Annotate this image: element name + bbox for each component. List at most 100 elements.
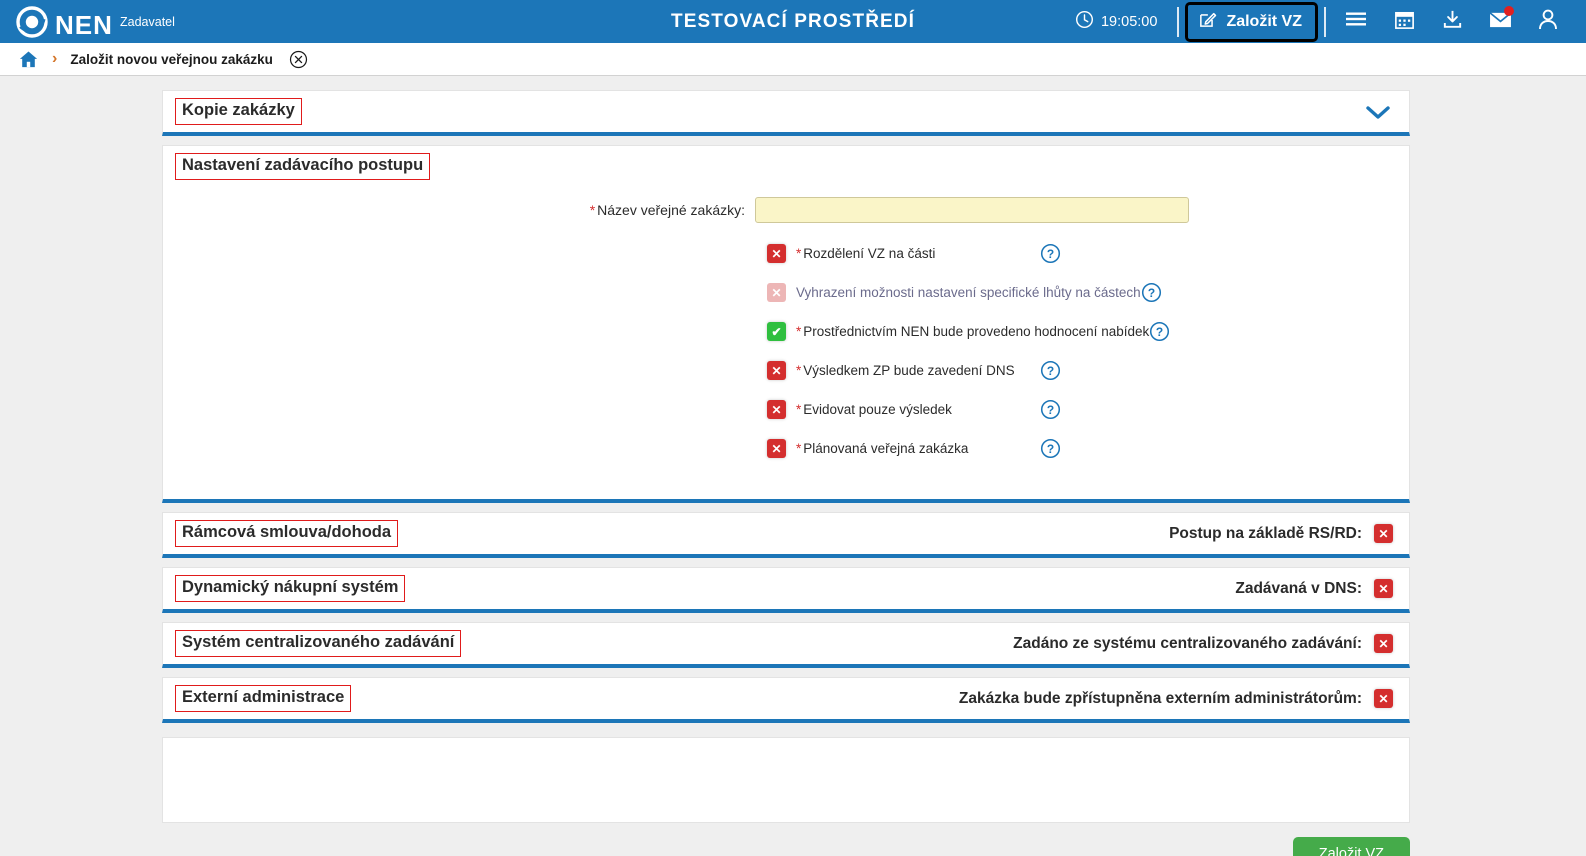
header-divider-right — [1324, 6, 1326, 37]
pencil-square-icon — [1198, 10, 1217, 34]
checkbox-label-planovana-zakazka: * Plánovaná veřejná zakázka — [796, 441, 969, 456]
section-externi-administrace: Externí administrace Zakázka bude zpříst… — [162, 677, 1410, 723]
section-title-dns: Dynamický nákupní systém — [175, 575, 406, 602]
breadcrumb-current-page: Založit novou veřejnou zakázku — [70, 51, 273, 67]
section-header-dns[interactable]: Dynamický nákupní systém Zadávaná v DNS:… — [163, 568, 1409, 609]
calendar-icon — [1393, 8, 1416, 36]
section-centralizovane-zadavani: Systém centralizovaného zadávání Zadáno … — [162, 622, 1410, 668]
checkbox-row-vyhrazeni-lhuty: ✕ Vyhrazení možnosti nastavení specifick… — [163, 282, 1409, 303]
page-body: Kopie zakázky Nastavení zadávacího postu… — [0, 76, 1586, 856]
clock-icon — [1075, 10, 1094, 33]
section-ramcova-smlouva: Rámcová smlouva/dohoda Postup na základě… — [162, 512, 1410, 558]
section-header-nastaveni[interactable]: Nastavení zadávacího postupu — [163, 146, 1409, 187]
help-circle-icon[interactable]: ? — [1040, 399, 1061, 420]
required-marker: * — [589, 202, 596, 218]
section-body-nastaveni: * Název veřejné zakázky: ✕ * Rozdělení VZ … — [163, 187, 1409, 499]
brand-name: NEN — [55, 9, 113, 40]
section-title-kopie-zakazky: Kopie zakázky — [175, 98, 302, 125]
user-account-icon — [1537, 8, 1559, 36]
help-circle-icon[interactable]: ? — [1040, 438, 1061, 459]
checkbox-zadavana-v-dns[interactable]: ✕ — [1374, 579, 1393, 598]
hamburger-menu-icon — [1344, 9, 1368, 34]
checkbox-hodnoceni-nabidek[interactable]: ✔ — [767, 322, 786, 341]
section-header-ramcova-smlouva[interactable]: Rámcová smlouva/dohoda Postup na základě… — [163, 513, 1409, 554]
section-title-nastaveni: Nastavení zadávacího postupu — [175, 153, 431, 180]
hamburger-menu-button[interactable] — [1332, 0, 1380, 43]
top-header-bar: NEN Zadavatel TESTOVACÍ PROSTŘEDÍ 19:05:… — [0, 0, 1586, 43]
required-marker: * — [796, 441, 802, 456]
label-externi-administratori: Zakázka bude zpřístupněna externím admin… — [958, 689, 1362, 707]
nen-logo-icon — [16, 5, 48, 38]
required-marker: * — [796, 363, 802, 378]
help-circle-icon[interactable]: ? — [1149, 321, 1170, 342]
download-inbox-icon — [1441, 8, 1464, 36]
checkbox-row-hodnoceni-nabidek: ✔ * Prostřednictvím NEN bude provedeno ho… — [163, 321, 1409, 342]
label-nazev-zakazky: * Název veřejné zakázky: — [589, 202, 745, 218]
checkbox-label-evidovat-vysledek: * Evidovat pouze výsledek — [796, 402, 952, 417]
checkbox-label-rozdeleni-vz: * Rozdělení VZ na části — [796, 246, 936, 261]
mail-button[interactable] — [1476, 0, 1524, 43]
checkbox-row-planovana-zakazka: ✕ * Plánovaná veřejná zakázka ? — [163, 438, 1409, 459]
checkbox-label-vyhrazeni-lhuty: Vyhrazení možnosti nastavení specifické … — [796, 285, 1141, 300]
home-icon[interactable] — [18, 49, 39, 70]
clock-time: 19:05:00 — [1100, 13, 1158, 30]
section-header-kopie-zakazky[interactable]: Kopie zakázky — [163, 91, 1409, 132]
download-button[interactable] — [1428, 0, 1476, 43]
create-procurement-button[interactable]: Založit VZ — [1185, 1, 1318, 42]
footer-actions: Založit VZ — [162, 823, 1410, 856]
label-zadano-centralizovane: Zadáno ze systému centralizovaného zadáv… — [1013, 634, 1362, 652]
section-title-externi-administrace: Externí administrace — [175, 685, 352, 712]
help-circle-icon[interactable]: ? — [1141, 282, 1162, 303]
checkbox-postup-rs-rd[interactable]: ✕ — [1374, 524, 1393, 543]
chevron-down-icon[interactable] — [1363, 102, 1393, 122]
svg-text:?: ? — [1156, 325, 1163, 339]
section-kopie-zakazky: Kopie zakázky — [162, 90, 1410, 136]
empty-content-panel — [162, 737, 1410, 823]
breadcrumb-separator: › — [52, 50, 58, 67]
input-nazev-zakazky[interactable] — [755, 197, 1189, 223]
clock-display: 19:05:00 — [1075, 10, 1171, 33]
checkbox-row-rozdeleni-vz: ✕ * Rozdělení VZ na části ? — [163, 243, 1409, 264]
section-header-centralizovane[interactable]: Systém centralizovaného zadávání Zadáno … — [163, 623, 1409, 664]
field-row-nazev-zakazky: * Název veřejné zakázky: — [163, 197, 1409, 223]
checkbox-zavedeni-dns[interactable]: ✕ — [767, 361, 786, 380]
header-actions: 19:05:00 Založit VZ — [1075, 0, 1586, 43]
help-circle-icon[interactable]: ? — [1040, 360, 1061, 381]
checkbox-label-zavedeni-dns: * Výsledkem ZP bude zavedení DNS — [796, 363, 1015, 378]
checkbox-label-hodnoceni-nabidek: * Prostřednictvím NEN bude provedeno hodn… — [796, 324, 1150, 339]
brand-subtitle: Zadavatel — [120, 15, 175, 29]
content-column: Kopie zakázky Nastavení zadávacího postu… — [162, 90, 1410, 823]
help-circle-icon[interactable]: ? — [1040, 243, 1061, 264]
checkbox-vyhrazeni-lhuty: ✕ — [767, 283, 786, 302]
create-procurement-label: Založit VZ — [1226, 12, 1302, 30]
svg-text:?: ? — [1047, 247, 1054, 261]
label-zadavana-v-dns: Zadávaná v DNS: — [1235, 579, 1362, 597]
svg-text:?: ? — [1047, 403, 1054, 417]
calendar-button[interactable] — [1380, 0, 1428, 43]
required-marker: * — [796, 402, 802, 417]
brand-logo-block: NEN — [0, 5, 113, 40]
required-marker: * — [796, 324, 802, 339]
required-marker: * — [796, 246, 802, 261]
label-postup-rs-rd: Postup na základě RS/RD: — [1169, 524, 1362, 542]
section-header-externi-administrace[interactable]: Externí administrace Zakázka bude zpříst… — [163, 678, 1409, 719]
mail-notification-dot — [1504, 6, 1514, 16]
checkbox-zadano-centralizovane[interactable]: ✕ — [1374, 634, 1393, 653]
section-title-ramcova-smlouva: Rámcová smlouva/dohoda — [175, 520, 399, 547]
svg-text:?: ? — [1047, 442, 1054, 456]
checkbox-row-zavedeni-dns: ✕ * Výsledkem ZP bude zavedení DNS ? — [163, 360, 1409, 381]
section-title-centralizovane: Systém centralizovaného zadávání — [175, 630, 462, 657]
section-nastaveni-zadavaciho-postupu: Nastavení zadávacího postupu * Název veře… — [162, 145, 1410, 503]
checkbox-row-evidovat-vysledek: ✕ * Evidovat pouze výsledek ? — [163, 399, 1409, 420]
checkbox-planovana-zakazka[interactable]: ✕ — [767, 439, 786, 458]
submit-create-procurement-button[interactable]: Založit VZ — [1292, 837, 1410, 856]
checkbox-externi-administratori[interactable]: ✕ — [1374, 689, 1393, 708]
section-dynamicky-nakupni-system: Dynamický nákupní systém Zadávaná v DNS:… — [162, 567, 1410, 613]
header-divider-left — [1177, 6, 1180, 37]
checkbox-evidovat-vysledek[interactable]: ✕ — [767, 400, 786, 419]
svg-text:?: ? — [1148, 286, 1155, 300]
breadcrumb: › Založit novou veřejnou zakázku — [0, 43, 1586, 76]
checkbox-rozdeleni-vz[interactable]: ✕ — [767, 244, 786, 263]
user-account-button[interactable] — [1524, 0, 1572, 43]
close-circle-icon[interactable] — [289, 50, 308, 69]
